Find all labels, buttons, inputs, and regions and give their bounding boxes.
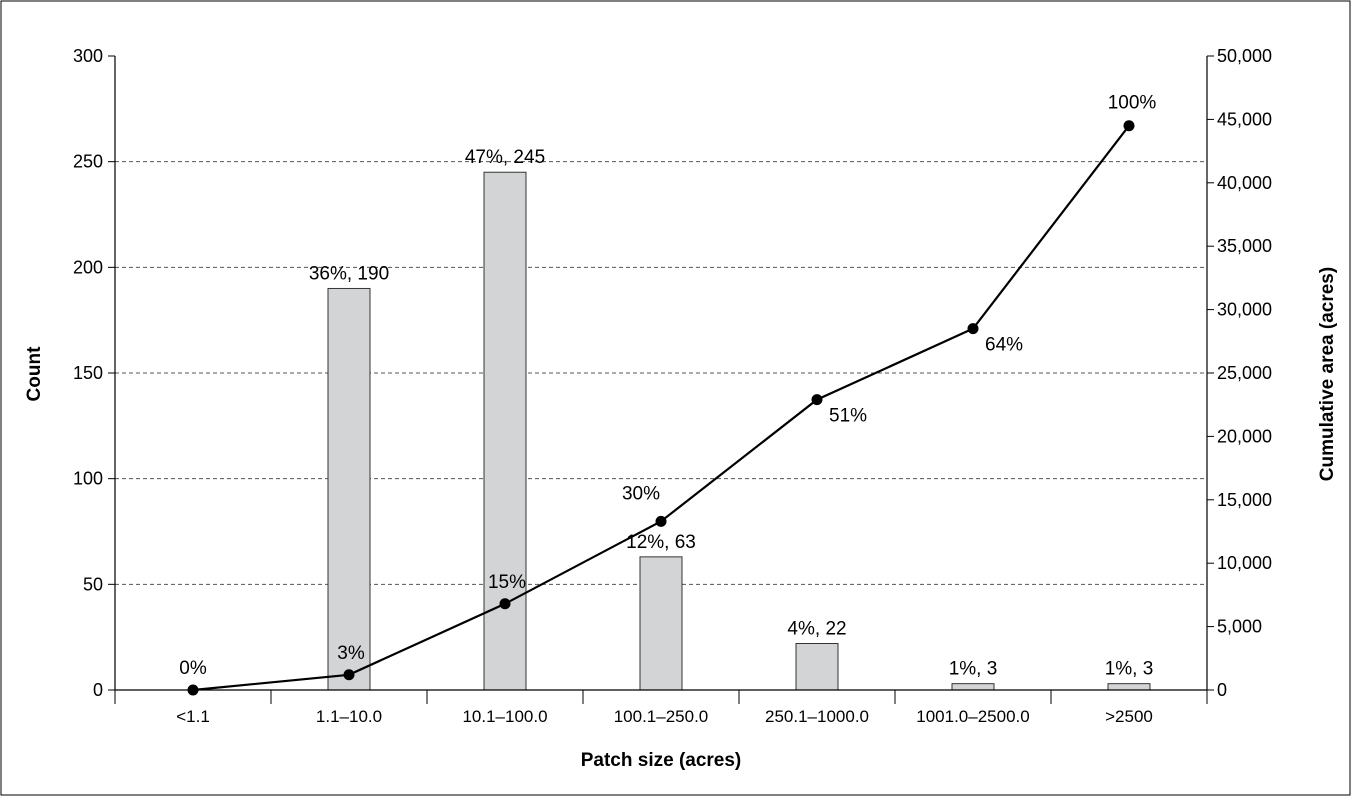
- bar: [484, 172, 526, 690]
- line-point: [968, 323, 979, 334]
- x-tick-label: <1.1: [176, 707, 210, 726]
- bar: [328, 288, 370, 690]
- line-data-label: 0%: [179, 658, 207, 679]
- line-data-label: 30%: [622, 483, 660, 504]
- line-data-label: 64%: [985, 335, 1023, 356]
- x-tick-label: 10.1–100.0: [462, 707, 547, 726]
- y-tick-label: 250: [73, 152, 103, 172]
- y2-tick-label: 20,000: [1217, 426, 1272, 446]
- bar-data-label: 36%, 190: [309, 263, 389, 284]
- x-tick-label: >2500: [1105, 707, 1153, 726]
- x-tick-label: 100.1–250.0: [614, 707, 709, 726]
- y2-tick-label: 5,000: [1217, 617, 1262, 637]
- line-data-label: 15%: [488, 572, 526, 593]
- bar-data-label: 4%, 22: [787, 619, 846, 640]
- y-tick-label: 150: [73, 363, 103, 383]
- line-point: [1124, 120, 1135, 131]
- line-point: [344, 669, 355, 680]
- bar-data-label: 1%, 3: [949, 659, 998, 680]
- bar-data-label: 12%, 63: [626, 532, 696, 553]
- y-tick-label: 200: [73, 257, 103, 277]
- y2-tick-label: 15,000: [1217, 490, 1272, 510]
- bar: [1108, 684, 1150, 690]
- y2-tick-label: 25,000: [1217, 363, 1272, 383]
- y2-tick-label: 35,000: [1217, 236, 1272, 256]
- y-tick-label: 0: [93, 680, 103, 700]
- y2-axis-title: Cumulative area (acres): [1317, 267, 1338, 481]
- x-tick-label: 1.1–10.0: [316, 707, 382, 726]
- line-data-label: 100%: [1108, 93, 1157, 114]
- line-point: [812, 394, 823, 405]
- bar: [952, 684, 994, 690]
- y-tick-label: 100: [73, 469, 103, 489]
- x-tick-label: 250.1–1000.0: [765, 707, 869, 726]
- line-data-label: 3%: [337, 643, 365, 664]
- x-axis-title: Patch size (acres): [581, 750, 742, 771]
- bar-data-label: 47%, 245: [465, 147, 545, 168]
- bar: [640, 557, 682, 690]
- y2-tick-label: 40,000: [1217, 173, 1272, 193]
- bar-data-label: 1%, 3: [1105, 659, 1154, 680]
- y2-tick-label: 30,000: [1217, 300, 1272, 320]
- y2-tick-label: 0: [1217, 680, 1227, 700]
- y2-tick-label: 10,000: [1217, 553, 1272, 573]
- line-point: [500, 598, 511, 609]
- bar: [796, 644, 838, 690]
- y2-tick-label: 45,000: [1217, 109, 1272, 129]
- line-point: [656, 516, 667, 527]
- y-axis-title: Count: [24, 346, 45, 402]
- y2-tick-label: 50,000: [1217, 46, 1272, 66]
- line-point: [188, 685, 199, 696]
- line-data-label: 51%: [829, 406, 867, 427]
- y-tick-label: 50: [83, 574, 103, 594]
- y-tick-label: 300: [73, 46, 103, 66]
- x-tick-label: 1001.0–2500.0: [916, 707, 1029, 726]
